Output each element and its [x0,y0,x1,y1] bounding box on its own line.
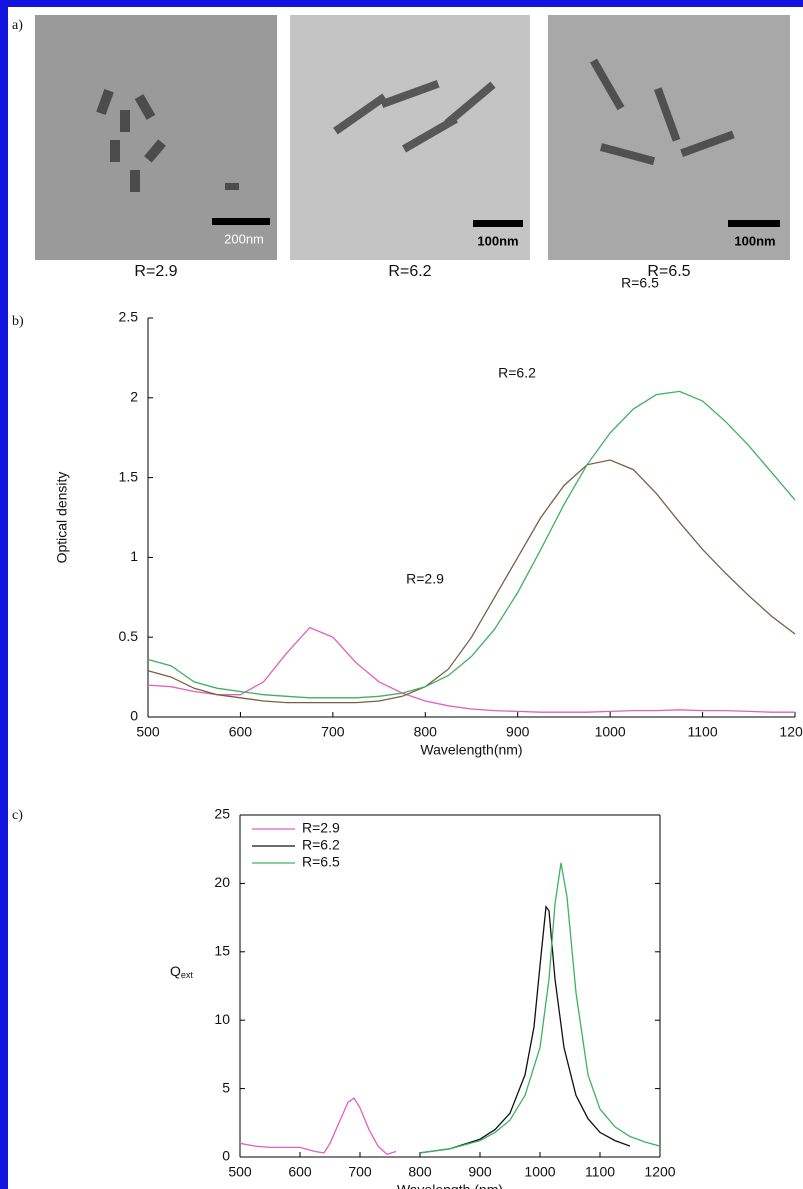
x-tick-label: 900 [506,724,530,740]
y-tick-label: 15 [214,943,230,959]
series-line [147,459,796,704]
y-tick-label: 2.5 [119,309,139,325]
y-axis-label: Optical density [54,472,70,564]
image-caption: R=2.9 [134,263,177,280]
x-tick-label: 700 [321,724,345,740]
y-axis-label: Qext [170,963,193,981]
series-line [419,904,631,1154]
y-tick-label: 20 [214,874,230,890]
legend-label: R=6.2 [302,837,340,853]
annotation: R=6.2 [498,365,536,381]
image-caption: R=6.5 [647,263,690,280]
top-border [0,0,803,7]
series-line [147,390,796,699]
series-line [419,862,661,1154]
x-tick-label: 1100 [688,724,718,740]
x-tick-label: 600 [229,724,253,740]
x-tick-label: 500 [136,724,160,740]
annotation: R=6.5 [621,275,659,291]
x-tick-label: 1100 [585,1164,615,1180]
scale-label: 100nm [477,233,518,248]
x-axis-label: Wavelength (nm) [397,1182,503,1189]
x-tick-label: 700 [348,1164,372,1180]
y-tick-label: 0 [130,708,138,724]
x-tick-label: 800 [408,1164,432,1180]
y-tick-label: 1.5 [119,468,139,484]
y-tick-label: 2 [130,389,138,405]
tem-image [35,15,790,260]
x-tick-label: 800 [414,724,438,740]
y-tick-label: 0.5 [119,628,139,644]
panel-label: a) [12,18,23,33]
y-label-main: Q [170,963,181,979]
series-line [239,1097,397,1156]
x-tick-label: 600 [288,1164,312,1180]
x-tick-label: 500 [228,1164,252,1180]
x-tick-label: 1000 [595,724,626,740]
y-tick-label: 1 [130,548,138,564]
image-caption: R=6.2 [388,263,431,280]
legend-label: R=2.9 [302,820,340,836]
legend-label: R=6.5 [302,854,340,870]
y-tick-label: 25 [214,806,230,822]
y-label-sub: ext [181,970,194,980]
series-line [147,626,795,713]
panel-label: c) [12,808,23,823]
x-tick-label: 1000 [524,1164,555,1180]
panel-label: b) [12,314,24,329]
y-tick-label: 5 [222,1079,230,1095]
x-axis-label: Wavelength(nm) [420,742,522,758]
left-border [0,0,8,1189]
x-tick-label: 1200 [779,724,803,740]
y-tick-label: 0 [222,1148,230,1164]
y-tick-label: 10 [214,1011,230,1027]
x-tick-label: 900 [468,1164,492,1180]
annotation: R=2.9 [406,571,444,587]
scale-label: 200nm [224,231,264,246]
x-tick-label: 1200 [644,1164,675,1180]
scale-label: 100nm [734,233,775,248]
